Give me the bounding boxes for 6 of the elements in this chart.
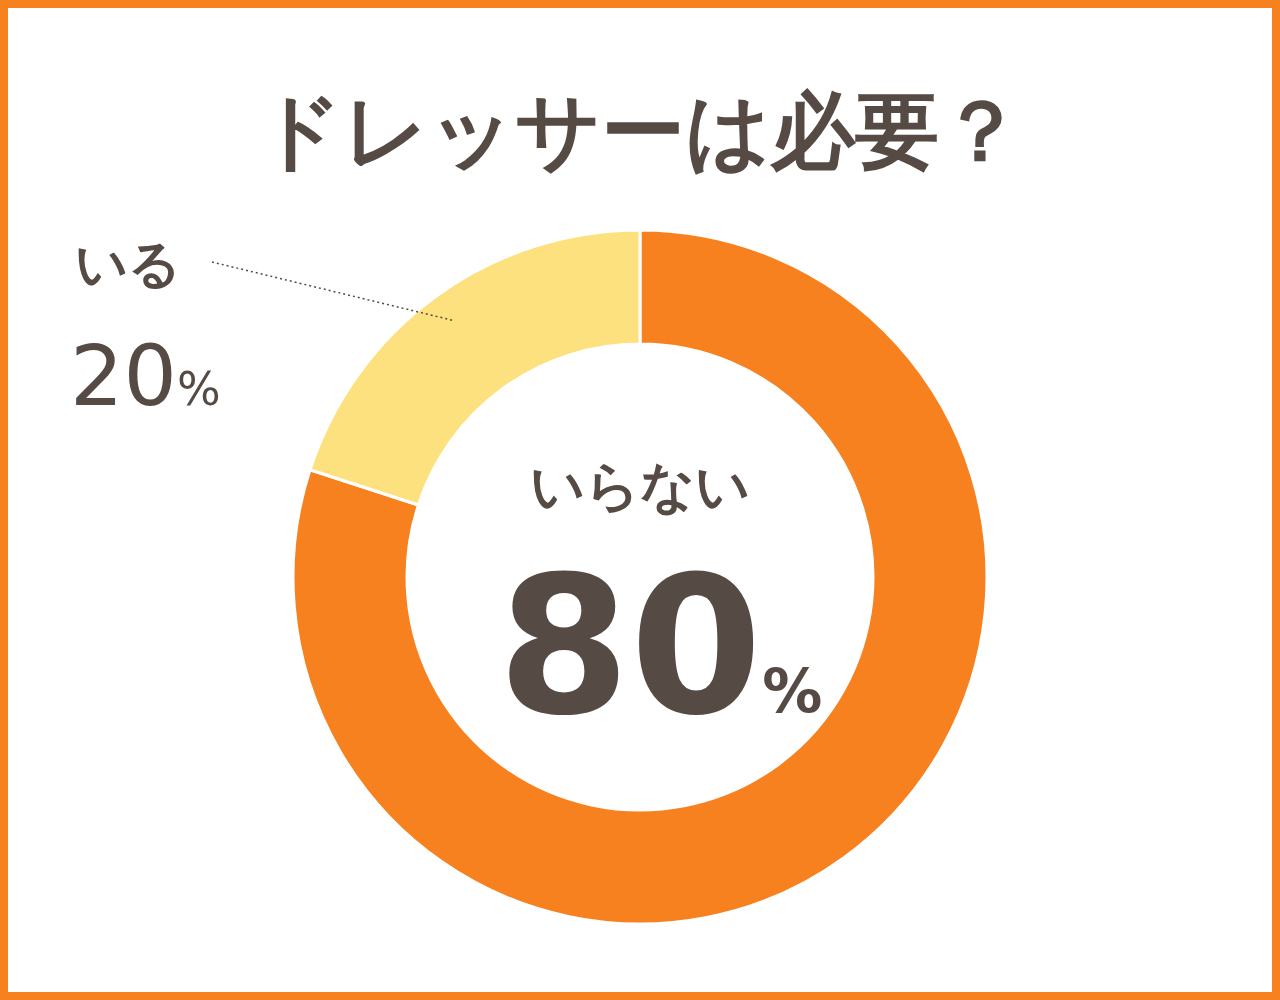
chart-title: ドレッサーは必要？ xyxy=(257,82,1023,180)
slice-label: いる xyxy=(75,234,181,294)
slice-label: いらない xyxy=(530,455,750,518)
data-label: 80% xyxy=(497,536,823,757)
data-label: 20% xyxy=(70,327,221,425)
donut-slice xyxy=(292,228,989,926)
